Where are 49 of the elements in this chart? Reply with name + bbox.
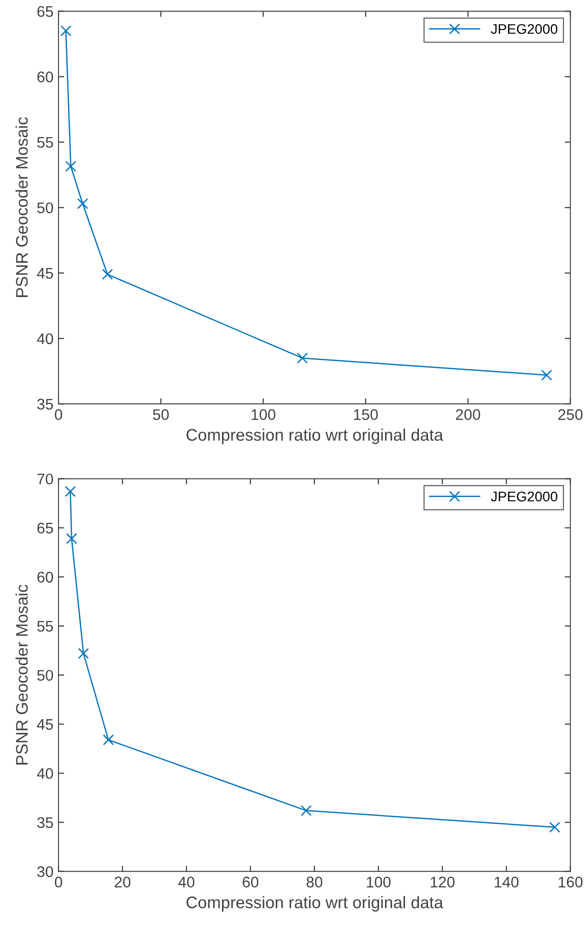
y-axis-title: PSNR Geocoder Mosaic [16, 584, 28, 764]
y-tick-label: 35 [37, 398, 53, 410]
x-tick-label: 150 [354, 409, 378, 420]
x-tick-label: 20 [114, 876, 130, 888]
y-tick-label: 65 [37, 6, 53, 17]
x-tick-label: 0 [54, 409, 62, 420]
point [78, 648, 89, 659]
y-tick-label: 65 [37, 522, 53, 534]
y-axis-title: PSNR Geocoder Mosaic [16, 117, 28, 297]
point [77, 198, 88, 210]
x-tick-label: 120 [430, 876, 455, 888]
x-tick-label: 60 [242, 876, 258, 888]
point [64, 486, 76, 497]
point [60, 25, 72, 36]
y-tick-label: 60 [37, 72, 54, 82]
y-tick-label: 45 [37, 719, 53, 730]
y-tick-label: 55 [37, 621, 53, 632]
x-axis-title: Compression ratio wrt original data [186, 896, 444, 912]
y-tick-label: 30 [37, 866, 54, 878]
x-tick-label: 250 [558, 409, 583, 420]
y-tick-label: 70 [37, 474, 54, 484]
y-tick-label: 50 [37, 202, 54, 214]
x-tick-label: 40 [178, 876, 194, 888]
x-tick-label: 200 [456, 409, 480, 420]
y-tick-label: 35 [37, 817, 53, 828]
x-tick-label: 0 [54, 876, 62, 888]
legend-label: JPEG2000 [490, 492, 558, 502]
point [66, 533, 78, 544]
point [300, 805, 312, 816]
point [102, 268, 113, 280]
y-tick-label: 60 [37, 572, 54, 583]
x-tick-label: 160 [558, 876, 583, 888]
point [541, 370, 552, 381]
point [549, 822, 560, 833]
y-tick-label: 40 [37, 333, 54, 344]
point [102, 734, 114, 746]
x-tick-label: 140 [494, 876, 519, 888]
point [296, 352, 308, 364]
x-axis-title: Compression ratio wrt original data [186, 428, 444, 444]
y-tick-label: 55 [37, 137, 53, 148]
x-tick-label: 100 [366, 876, 391, 888]
x-tick-label: 50 [152, 409, 169, 420]
y-tick-label: 45 [37, 268, 53, 279]
x-tick-label: 80 [306, 876, 322, 888]
y-tick-label: 50 [37, 670, 54, 681]
x-tick-label: 100 [252, 409, 276, 420]
legend-label: JPEG2000 [490, 24, 558, 34]
point [65, 160, 76, 172]
y-tick-label: 40 [37, 768, 54, 779]
